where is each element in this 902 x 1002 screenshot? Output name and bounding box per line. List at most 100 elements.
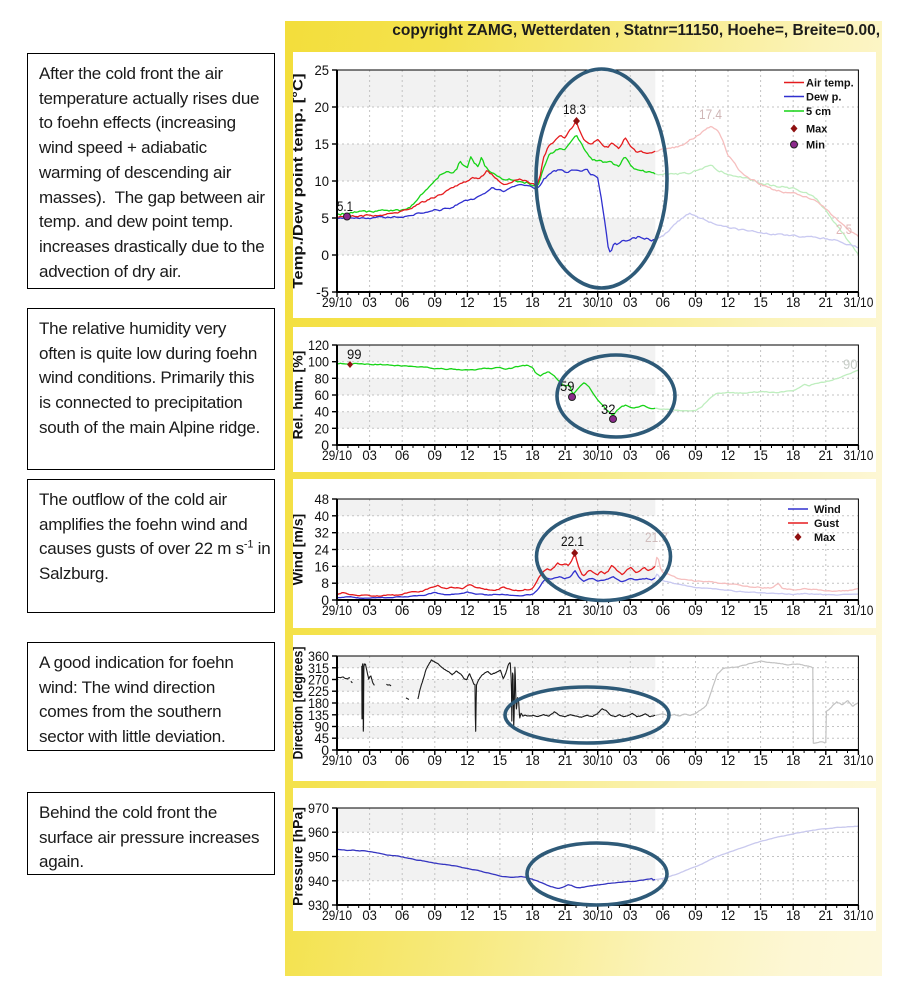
svg-text:09: 09 xyxy=(688,602,703,618)
svg-text:Rel. hum. [%]: Rel. hum. [%] xyxy=(293,351,306,440)
svg-text:29/10: 29/10 xyxy=(322,752,352,768)
svg-text:09: 09 xyxy=(688,447,703,463)
svg-text:15: 15 xyxy=(493,447,508,463)
svg-text:Gust: Gust xyxy=(814,518,839,530)
svg-text:180: 180 xyxy=(308,695,329,711)
svg-text:30/10: 30/10 xyxy=(583,752,613,768)
svg-text:45: 45 xyxy=(315,730,330,746)
svg-text:12: 12 xyxy=(721,294,736,310)
svg-text:03: 03 xyxy=(362,447,377,463)
svg-text:12: 12 xyxy=(460,602,475,618)
svg-text:06: 06 xyxy=(395,907,410,923)
svg-text:59: 59 xyxy=(560,378,575,394)
svg-text:06: 06 xyxy=(395,602,410,618)
svg-text:31/10: 31/10 xyxy=(843,907,873,923)
svg-text:18: 18 xyxy=(525,602,540,618)
svg-text:03: 03 xyxy=(362,602,377,618)
svg-text:270: 270 xyxy=(308,672,329,688)
svg-text:315: 315 xyxy=(308,660,329,676)
svg-text:09: 09 xyxy=(688,294,703,310)
svg-text:03: 03 xyxy=(623,602,638,618)
svg-text:31/10: 31/10 xyxy=(843,294,873,310)
svg-text:06: 06 xyxy=(395,294,410,310)
svg-text:15: 15 xyxy=(493,294,508,310)
svg-text:29/10: 29/10 xyxy=(322,602,352,618)
svg-text:12: 12 xyxy=(460,907,475,923)
svg-text:21: 21 xyxy=(819,602,834,618)
svg-text:40: 40 xyxy=(315,508,330,524)
svg-text:40: 40 xyxy=(315,404,330,420)
svg-text:60: 60 xyxy=(315,387,330,403)
svg-text:12: 12 xyxy=(460,752,475,768)
svg-text:21: 21 xyxy=(819,752,834,768)
svg-text:06: 06 xyxy=(656,907,671,923)
svg-text:30/10: 30/10 xyxy=(583,602,613,618)
svg-text:12: 12 xyxy=(721,752,736,768)
svg-text:31/10: 31/10 xyxy=(843,752,873,768)
svg-text:12: 12 xyxy=(460,294,475,310)
svg-text:Min: Min xyxy=(806,140,825,152)
svg-text:15: 15 xyxy=(753,907,768,923)
svg-text:06: 06 xyxy=(656,602,671,618)
svg-text:18: 18 xyxy=(525,752,540,768)
svg-text:0: 0 xyxy=(321,437,329,453)
svg-text:06: 06 xyxy=(395,752,410,768)
svg-text:32: 32 xyxy=(315,525,330,541)
svg-text:03: 03 xyxy=(623,907,638,923)
svg-text:22.1: 22.1 xyxy=(561,533,584,549)
svg-text:29/10: 29/10 xyxy=(322,447,352,463)
svg-text:03: 03 xyxy=(362,752,377,768)
svg-text:18: 18 xyxy=(525,907,540,923)
svg-text:21: 21 xyxy=(558,752,573,768)
svg-text:15: 15 xyxy=(493,752,508,768)
svg-text:12: 12 xyxy=(721,447,736,463)
svg-text:Direction [degrees]: Direction [degrees] xyxy=(293,647,306,760)
svg-text:12: 12 xyxy=(721,602,736,618)
svg-text:03: 03 xyxy=(623,294,638,310)
svg-text:30/10: 30/10 xyxy=(583,907,613,923)
svg-text:25: 25 xyxy=(315,62,330,78)
svg-text:15: 15 xyxy=(493,602,508,618)
svg-text:15: 15 xyxy=(753,602,768,618)
svg-text:18: 18 xyxy=(786,752,801,768)
svg-text:03: 03 xyxy=(362,294,377,310)
svg-text:18: 18 xyxy=(786,294,801,310)
svg-text:-5: -5 xyxy=(316,284,329,300)
svg-text:06: 06 xyxy=(395,447,410,463)
svg-text:80: 80 xyxy=(315,370,330,386)
svg-text:21: 21 xyxy=(558,602,573,618)
svg-text:18: 18 xyxy=(525,294,540,310)
svg-text:06: 06 xyxy=(656,447,671,463)
svg-text:Max: Max xyxy=(806,124,828,136)
svg-text:15: 15 xyxy=(753,752,768,768)
svg-text:100: 100 xyxy=(308,354,329,370)
svg-text:09: 09 xyxy=(688,907,703,923)
svg-text:21: 21 xyxy=(819,907,834,923)
svg-text:21: 21 xyxy=(558,294,573,310)
svg-text:09: 09 xyxy=(428,907,443,923)
svg-text:Max: Max xyxy=(814,532,836,544)
svg-text:32: 32 xyxy=(601,401,616,417)
svg-text:360: 360 xyxy=(308,648,329,664)
svg-text:225: 225 xyxy=(308,683,329,699)
svg-text:90: 90 xyxy=(843,356,858,372)
svg-text:5 cm: 5 cm xyxy=(806,106,831,118)
svg-text:18: 18 xyxy=(525,447,540,463)
svg-text:09: 09 xyxy=(428,294,443,310)
svg-text:09: 09 xyxy=(428,447,443,463)
svg-text:Air temp.: Air temp. xyxy=(806,78,854,90)
svg-text:09: 09 xyxy=(428,752,443,768)
svg-text:90: 90 xyxy=(315,719,330,735)
svg-text:0: 0 xyxy=(321,592,329,608)
svg-text:03: 03 xyxy=(362,907,377,923)
svg-text:03: 03 xyxy=(623,752,638,768)
svg-text:10: 10 xyxy=(315,173,330,189)
svg-text:18: 18 xyxy=(786,602,801,618)
svg-text:21: 21 xyxy=(558,447,573,463)
svg-text:21: 21 xyxy=(558,907,573,923)
svg-text:17.4: 17.4 xyxy=(699,106,722,122)
svg-text:30/10: 30/10 xyxy=(583,447,613,463)
svg-text:15: 15 xyxy=(753,447,768,463)
svg-text:09: 09 xyxy=(428,602,443,618)
svg-text:5.1: 5.1 xyxy=(337,198,353,214)
